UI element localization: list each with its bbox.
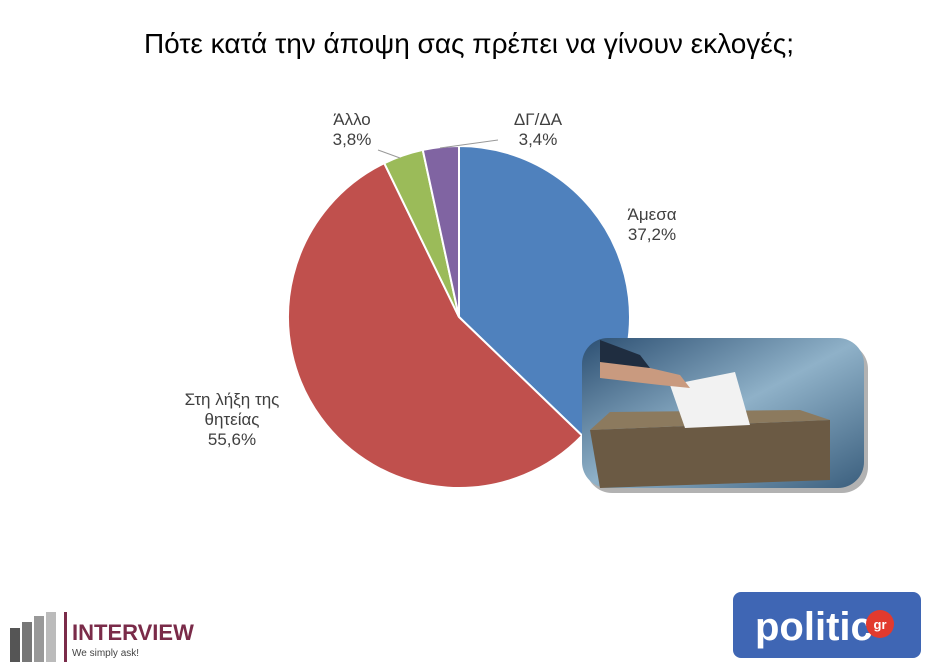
category-label: Άλλο — [333, 110, 371, 129]
category-label: ΔΓ/ΔΑ — [513, 110, 563, 129]
pie-slice — [287, 161, 584, 489]
politic-suffix: gr — [874, 617, 887, 632]
pie-slice — [421, 144, 460, 318]
politic-name: politic — [755, 605, 873, 649]
chart-title: Πότε κατά την άποψη σας πρέπει να γίνουν… — [143, 28, 795, 59]
slice-label: Άμεσα 37,2% — [627, 205, 676, 245]
slice-label: ΔΓ/ΔΑ 3,4% — [514, 110, 562, 150]
value-label: 3,4% — [518, 130, 558, 149]
category-label: Στη λήξη της θητείας — [184, 390, 280, 429]
value-label: 37,2% — [627, 225, 677, 244]
leader-line — [377, 149, 401, 159]
interview-logo: INTERVIEW We simply ask! — [10, 612, 194, 662]
interview-tagline: We simply ask! — [72, 648, 139, 659]
politic-logo: politic gr — [733, 592, 921, 658]
category-label: Άμεσα — [627, 205, 677, 224]
slice-label: Στη λήξη της θητείας 55,6% — [172, 390, 292, 450]
interview-name: INTERVIEW — [72, 620, 194, 645]
value-label: 55,6% — [207, 430, 257, 449]
ballot-photo — [582, 338, 868, 493]
slice-label: Άλλο 3,8% — [333, 110, 372, 150]
value-label: 3,8% — [332, 130, 372, 149]
leader-line — [439, 139, 499, 149]
